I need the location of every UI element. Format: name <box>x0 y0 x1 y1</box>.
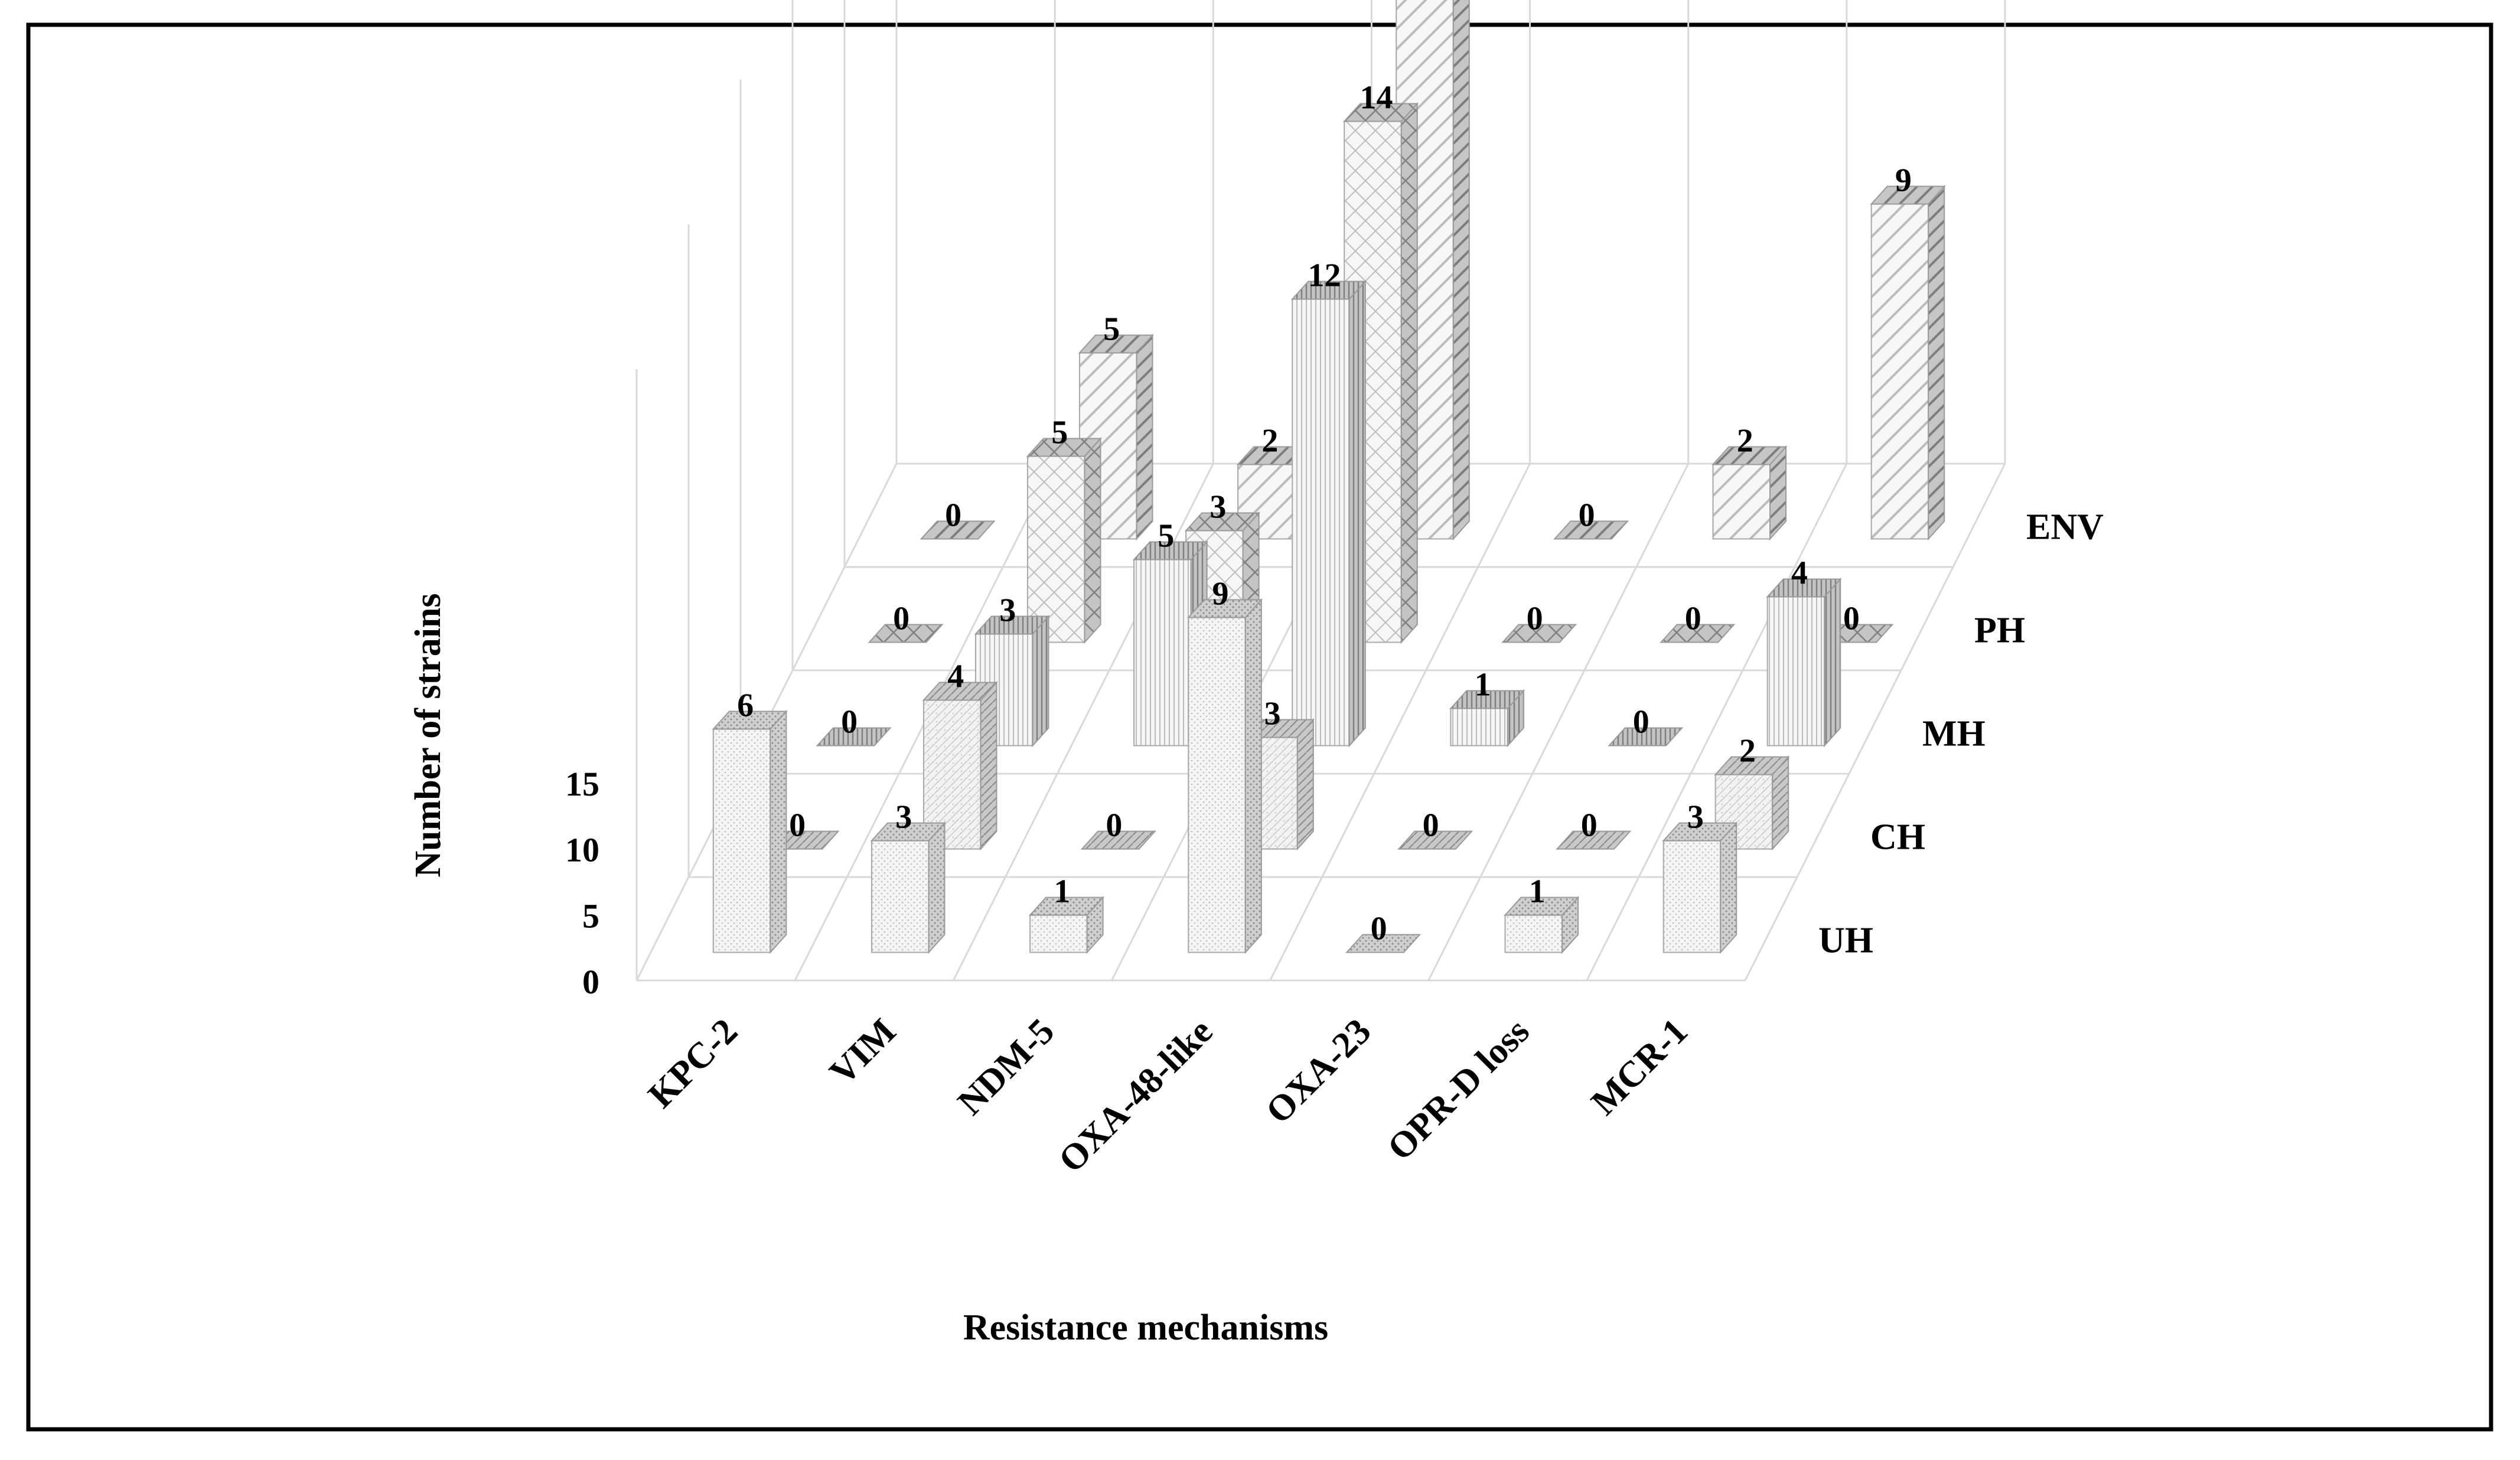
bar-UH-KPC-2 <box>712 709 788 954</box>
data-label: 3 <box>1264 696 1281 732</box>
data-labels: 05215029053140000351210404030026319013 <box>737 80 1912 947</box>
bar-ENV-OXA-23 <box>1553 520 1629 540</box>
bar-ENV-OPR-D loss <box>1711 445 1788 541</box>
data-label: 0 <box>1527 601 1543 637</box>
data-label: 0 <box>1579 497 1595 534</box>
data-label: 0 <box>1843 601 1860 637</box>
bar-UH-VIM <box>870 821 946 954</box>
bar-UH-MCR-1 <box>1662 821 1738 954</box>
data-label: 5 <box>1051 415 1068 451</box>
data-label: 4 <box>1791 555 1808 592</box>
data-label: 0 <box>841 704 858 741</box>
bar-CH-NDM-5 <box>1080 830 1156 850</box>
bar-PH-OPR-D loss <box>1660 624 1736 643</box>
series-label: CH <box>1870 817 1925 858</box>
category-label: OXA-23 <box>1259 1011 1379 1132</box>
bar-MH-OXA-23 <box>1449 689 1525 748</box>
bar-CH-OPR-D loss <box>1556 830 1632 850</box>
data-label: 0 <box>945 497 961 534</box>
data-label: 1 <box>1054 874 1070 910</box>
category-label: MCR-1 <box>1584 1011 1696 1123</box>
data-label: 4 <box>947 659 964 695</box>
category-label: OXA-48-like <box>1051 1011 1221 1181</box>
data-label: 0 <box>789 807 806 844</box>
series-label: PH <box>1974 611 2025 651</box>
y-tick-label: 10 <box>565 831 599 869</box>
category-label: VIM <box>822 1011 904 1093</box>
y-tick-label: 15 <box>565 765 599 803</box>
figure-frame <box>26 22 2493 1432</box>
category-label: OPR-D loss <box>1380 1011 1537 1168</box>
data-label: 5 <box>1158 518 1174 555</box>
bar-PH-OXA-23 <box>1501 624 1577 643</box>
x-axis-title: Resistance mechanisms <box>963 1308 1328 1348</box>
data-label: 0 <box>1423 807 1439 844</box>
series-label: ENV <box>2026 507 2104 548</box>
data-label: 12 <box>1308 258 1341 294</box>
data-label: 0 <box>1685 601 1701 637</box>
bar-PH-KPC-2 <box>868 624 944 643</box>
series-axis-labels: UH CH MH PH ENV <box>1818 507 2104 961</box>
category-label: KPC-2 <box>641 1011 745 1116</box>
bar-UH-OXA-48-like <box>1186 598 1263 954</box>
data-label: 6 <box>737 687 754 724</box>
category-label: NDM-5 <box>950 1011 1062 1123</box>
bar-MH-MCR-1 <box>1766 577 1842 748</box>
data-label: 0 <box>893 601 909 637</box>
bar-CH-OXA-23 <box>1397 830 1473 850</box>
data-label: 3 <box>895 799 912 836</box>
data-label: 3 <box>1687 799 1704 836</box>
bar-UH-NDM-5 <box>1028 895 1104 954</box>
bar-UH-OPR-D loss <box>1504 895 1580 954</box>
bar-UH-OXA-23 <box>1345 934 1422 953</box>
y-axis-title: Number of strains <box>408 593 448 877</box>
data-label: 0 <box>1633 704 1649 741</box>
chart-bars <box>712 0 1946 954</box>
data-label: 0 <box>1581 807 1598 844</box>
data-label: 2 <box>1739 733 1756 770</box>
data-label: 14 <box>1360 80 1393 116</box>
data-label: 2 <box>1261 423 1278 459</box>
data-label: 5 <box>1103 311 1120 348</box>
data-label: 0 <box>1106 807 1122 844</box>
data-label: 1 <box>1475 667 1491 703</box>
y-tick-label: 0 <box>582 963 599 1001</box>
series-label: MH <box>1922 714 1986 754</box>
y-tick-label: 5 <box>582 897 599 935</box>
bar-MH-OPR-D loss <box>1608 727 1684 747</box>
data-label: 9 <box>1212 576 1229 612</box>
data-label: 0 <box>1371 911 1387 947</box>
data-label: 3 <box>999 592 1016 629</box>
data-label: 9 <box>1895 162 1912 199</box>
series-label: UH <box>1818 921 1873 961</box>
data-label: 3 <box>1210 489 1226 526</box>
y-axis: 0 5 10 15 <box>565 765 599 1001</box>
bar-PH-VIM <box>1026 436 1102 644</box>
bar-ENV-KPC-2 <box>920 520 996 540</box>
bar-ENV-MCR-1 <box>1870 184 1946 541</box>
bar-MH-OXA-48-like <box>1290 279 1367 748</box>
bar-CH-MCR-1 <box>1714 755 1790 851</box>
bar-MH-KPC-2 <box>816 727 892 747</box>
data-label: 1 <box>1529 874 1546 910</box>
data-label: 2 <box>1737 423 1753 459</box>
